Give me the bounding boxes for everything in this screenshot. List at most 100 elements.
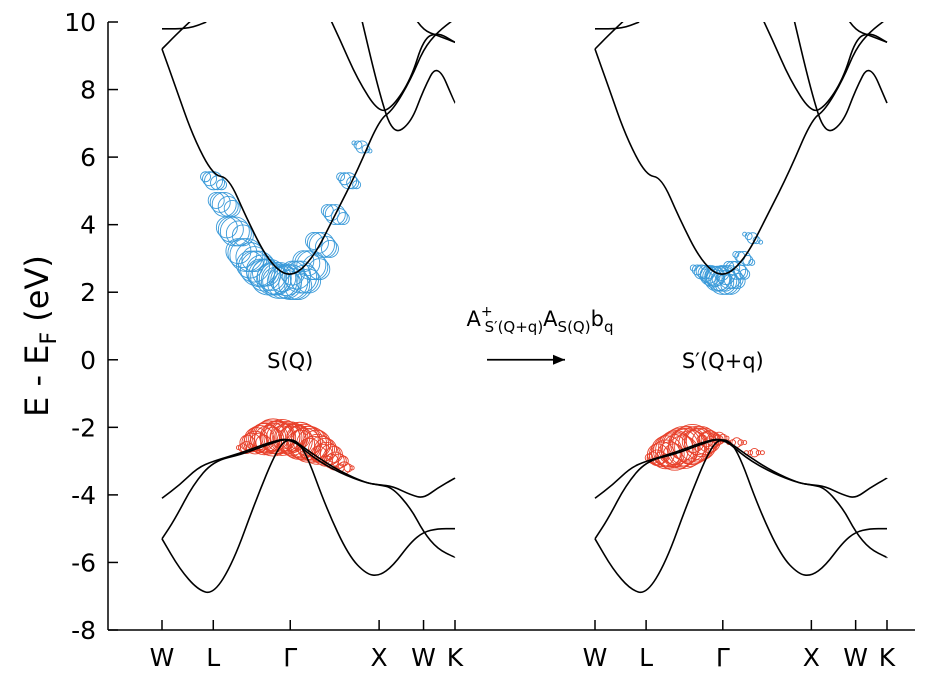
- valence-weight-circle: [685, 426, 717, 457]
- valence-weight-circles: [235, 418, 355, 475]
- valence-weight-circle: [670, 425, 707, 463]
- valence-weight-circle: [300, 435, 327, 463]
- conduction-weight-circle: [689, 264, 697, 272]
- band-line-b8: [162, 22, 207, 30]
- band-line-b7: [361, 22, 456, 132]
- conduction-weight-circle: [270, 264, 303, 297]
- conduction-weight-circle: [353, 140, 363, 150]
- valence-weight-circle: [286, 429, 316, 459]
- panel-label: S(Q): [267, 349, 313, 373]
- conduction-weight-circle: [322, 204, 340, 221]
- conduction-weight-circle: [758, 239, 764, 245]
- y-tick-label: 6: [80, 143, 96, 172]
- valence-weight-circle: [343, 463, 353, 473]
- valence-weight-circle: [349, 465, 355, 471]
- conduction-weight-circle: [278, 268, 311, 301]
- conduction-weight-circle: [336, 212, 350, 225]
- valence-weight-circle: [272, 423, 301, 452]
- conduction-weight-circle: [294, 250, 321, 277]
- conduction-weight-circle: [733, 264, 749, 280]
- y-tick-label: -4: [71, 481, 96, 510]
- conduction-weight-circle: [246, 258, 276, 288]
- valence-weight-circle: [246, 425, 275, 454]
- valence-weight-circle: [749, 448, 760, 458]
- x-tick-label: X: [803, 643, 820, 672]
- conduction-weight-circle: [216, 179, 227, 191]
- band-line-b3: [594, 438, 888, 499]
- valence-weight-circle: [252, 420, 287, 455]
- conduction-weight-circle: [207, 191, 225, 209]
- conduction-weight-circle: [302, 254, 329, 281]
- conduction-weight-circle: [748, 258, 756, 266]
- band-line-b1: [161, 439, 455, 594]
- conduction-weight-circle: [204, 171, 223, 191]
- y-tick-label: -6: [71, 548, 96, 577]
- x-tick-label: W: [583, 643, 608, 672]
- conduction-weight-circle: [739, 268, 751, 280]
- valence-weight-circle: [314, 437, 337, 461]
- y-tick-label: 10: [64, 8, 96, 37]
- conduction-weight-circle: [346, 176, 360, 190]
- conduction-weight-circle: [324, 204, 346, 225]
- conduction-weight-circle: [284, 260, 318, 294]
- conduction-weight-circle: [723, 260, 735, 272]
- conduction-weight-circle: [235, 242, 266, 273]
- arrow-head: [553, 354, 565, 365]
- conduction-weight-circle: [217, 216, 244, 243]
- conduction-weight-circle: [710, 269, 733, 292]
- x-tick-label: W: [843, 643, 868, 672]
- valence-weight-circle: [298, 437, 321, 461]
- band-line-b7: [793, 22, 888, 132]
- operator-label: A+ S′(Q+q)AS(Q)bq: [467, 304, 614, 336]
- x-tick-label: K: [879, 643, 896, 672]
- conduction-weight-circle: [231, 224, 254, 247]
- conduction-weight-circle: [321, 239, 339, 258]
- conduction-weight-circle: [742, 231, 748, 237]
- valence-weight-circle: [337, 455, 349, 467]
- valence-weight-circle: [672, 423, 713, 465]
- conduction-weight-circle: [732, 250, 740, 258]
- valence-weight-circle: [742, 440, 748, 445]
- y-axis-title: E - EF (eV): [18, 255, 62, 417]
- band-line-b9: [848, 22, 888, 44]
- conduction-weight-circles: [200, 140, 373, 301]
- band-line-b8: [595, 22, 640, 30]
- conduction-weight-circle: [727, 260, 747, 280]
- conduction-weight-circle: [744, 232, 753, 241]
- band-line-b2: [594, 439, 888, 559]
- conduction-weight-circle: [284, 272, 313, 301]
- conduction-weight-circle: [308, 258, 331, 281]
- band-line-b6: [763, 22, 888, 112]
- x-tick-label: L: [206, 643, 220, 672]
- band-line-b4: [594, 22, 885, 275]
- conduction-weight-circle: [238, 250, 270, 283]
- conduction-weight-circle: [217, 195, 239, 217]
- panel-label: S′(Q+q): [682, 349, 764, 373]
- valence-weight-circle: [759, 450, 765, 456]
- conduction-weight-circle: [315, 235, 337, 258]
- panel-right: [594, 22, 888, 594]
- band-line-b5: [161, 22, 191, 50]
- y-tick-label: 2: [80, 278, 96, 307]
- x-tick-label: X: [371, 643, 388, 672]
- panel-left: [161, 22, 456, 594]
- band-line-b9: [416, 22, 456, 44]
- conduction-weight-circle: [223, 199, 241, 217]
- conduction-weight-circle: [211, 191, 237, 217]
- conduction-weight-circle: [202, 171, 217, 187]
- x-tick-label: K: [447, 643, 464, 672]
- valence-weight-circle: [266, 422, 297, 453]
- conduction-weight-circle: [320, 204, 334, 217]
- conduction-weight-circle: [367, 148, 373, 154]
- conduction-weight-circle: [268, 264, 297, 293]
- conduction-weight-circle: [200, 171, 211, 183]
- band-line-b3: [161, 438, 456, 499]
- conduction-weight-circle: [708, 265, 738, 295]
- band-line-b5: [594, 22, 624, 50]
- conduction-weight-circle: [225, 220, 252, 247]
- y-tick-label: 0: [80, 346, 96, 375]
- x-tick-label: W: [150, 643, 175, 672]
- conduction-weight-circle: [717, 265, 742, 289]
- conduction-weight-circle: [352, 180, 362, 190]
